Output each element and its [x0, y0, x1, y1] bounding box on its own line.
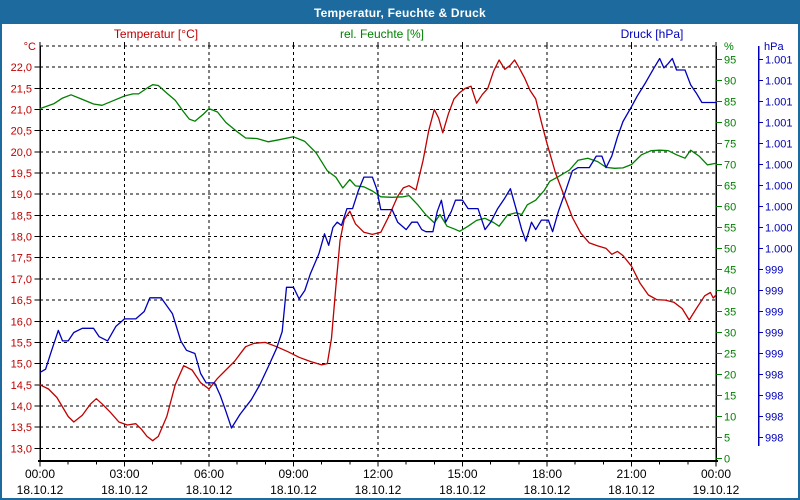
temperature-tick-label: 18,0	[11, 232, 32, 244]
humidity-curve	[39, 84, 717, 232]
pressure-tick-label: 998	[765, 370, 783, 382]
pressure-tick-label: 1.001	[765, 139, 793, 151]
temperature-tick-label: 15,5	[11, 337, 32, 349]
pressure-tick-label: 1.000	[765, 202, 793, 214]
humidity-tick-label: 65	[724, 181, 736, 193]
pressure-tick-label: 999	[765, 265, 783, 277]
humidity-tick-label: 15	[724, 391, 736, 403]
pressure-tick-label: 999	[765, 286, 783, 298]
temperature-tick-label: 19,5	[11, 168, 32, 180]
date-label: 18.10.12	[355, 483, 402, 497]
temperature-tick-label: 13,0	[11, 443, 32, 455]
date-label: 18.10.12	[17, 483, 64, 497]
humidity-axis-unit: %	[724, 41, 734, 53]
axis-tick-labels: 22,0 21,5 21,0 20,5 20,0 19,5 19,0 18,5 18,0 17,5…	[11, 55, 793, 498]
plot-frame	[38, 46, 760, 462]
time-label: 15:00	[447, 467, 477, 481]
date-label: 18.10.12	[439, 483, 486, 497]
pressure-tick-label: 1.000	[765, 244, 793, 256]
pressure-tick-label: 998	[765, 433, 783, 445]
pressure-tick-label: 1.000	[765, 160, 793, 172]
pressure-tick-label: 1.001	[765, 76, 793, 88]
humidity-tick-label: 45	[724, 265, 736, 277]
pressure-tick-label: 1.001	[765, 118, 793, 130]
pressure-tick-label: 998	[765, 412, 783, 424]
humidity-tick-label: 75	[724, 139, 736, 151]
temperature-tick-label: 21,5	[11, 83, 32, 95]
pressure-curve	[39, 57, 717, 429]
pressure-axis-unit: hPa	[764, 41, 784, 53]
temperature-tick-label: 17,5	[11, 253, 32, 265]
pressure-tick-label: 998	[765, 391, 783, 403]
humidity-tick-label: 55	[724, 223, 736, 235]
humidity-tick-label: 90	[724, 76, 736, 88]
axis-ticks	[34, 42, 763, 467]
temperature-tick-label: 21,0	[11, 105, 32, 117]
time-label: 12:00	[363, 467, 393, 481]
date-label: 18.10.12	[101, 483, 148, 497]
pressure-tick-label: 999	[765, 349, 783, 361]
pressure-tick-label: 1.000	[765, 223, 793, 235]
date-label: 18.10.12	[186, 483, 233, 497]
temperature-tick-label: 22,0	[11, 62, 32, 74]
title-bar: Temperatur, Feuchte & Druck	[2, 2, 798, 24]
humidity-tick-label: 35	[724, 307, 736, 319]
date-label: 18.10.12	[608, 483, 655, 497]
time-label: 03:00	[109, 467, 139, 481]
pressure-tick-label: 999	[765, 307, 783, 319]
time-label: 18:00	[532, 467, 562, 481]
humidity-tick-label: 20	[724, 370, 736, 382]
pressure-tick-label: 1.001	[765, 97, 793, 109]
temperature-tick-label: 16,5	[11, 295, 32, 307]
humidity-tick-label: 25	[724, 349, 736, 361]
legend-pressure-label: Druck [hPa]	[621, 27, 684, 41]
temperature-tick-label: 19,0	[11, 189, 32, 201]
chart-plot-area: Temperatur [°C] rel. Feuchte [%] Druck […	[11, 27, 793, 498]
temperature-tick-label: 14,0	[11, 401, 32, 413]
pressure-tick-label: 999	[765, 328, 783, 340]
temperature-tick-label: 17,0	[11, 274, 32, 286]
date-label: 18.10.12	[524, 483, 571, 497]
humidity-tick-label: 30	[724, 328, 736, 340]
date-label: 19.10.12	[693, 483, 740, 497]
humidity-tick-label: 60	[724, 202, 736, 214]
date-label: 18.10.12	[270, 483, 317, 497]
time-label: 09:00	[278, 467, 308, 481]
pressure-tick-label: 1.000	[765, 181, 793, 193]
temperature-tick-label: 16,0	[11, 316, 32, 328]
humidity-tick-label: 0	[724, 454, 730, 466]
legend-temperature-label: Temperatur [°C]	[114, 27, 198, 41]
humidity-tick-label: 10	[724, 412, 736, 424]
data-curves	[39, 57, 717, 442]
temperature-axis-unit: °C	[24, 41, 36, 53]
temperature-tick-label: 15,0	[11, 359, 32, 371]
humidity-tick-label: 50	[724, 244, 736, 256]
humidity-tick-label: 40	[724, 286, 736, 298]
temperature-tick-label: 14,5	[11, 380, 32, 392]
humidity-tick-label: 85	[724, 97, 736, 109]
temperature-tick-label: 18,5	[11, 210, 32, 222]
window-title: Temperatur, Feuchte & Druck	[314, 6, 486, 20]
humidity-tick-label: 80	[724, 118, 736, 130]
humidity-tick-label: 5	[724, 433, 730, 445]
temperature-tick-label: 20,0	[11, 147, 32, 159]
time-label: 00:00	[25, 467, 55, 481]
legend-humidity-label: rel. Feuchte [%]	[340, 27, 424, 41]
humidity-tick-label: 95	[724, 55, 736, 67]
time-label: 00:00	[701, 467, 731, 481]
temperature-tick-label: 13,5	[11, 422, 32, 434]
time-label: 06:00	[194, 467, 224, 481]
time-label: 21:00	[616, 467, 646, 481]
pressure-tick-label: 1.001	[765, 55, 793, 67]
temperature-curve	[39, 59, 717, 442]
humidity-tick-label: 70	[724, 160, 736, 172]
temperature-tick-label: 20,5	[11, 126, 32, 138]
